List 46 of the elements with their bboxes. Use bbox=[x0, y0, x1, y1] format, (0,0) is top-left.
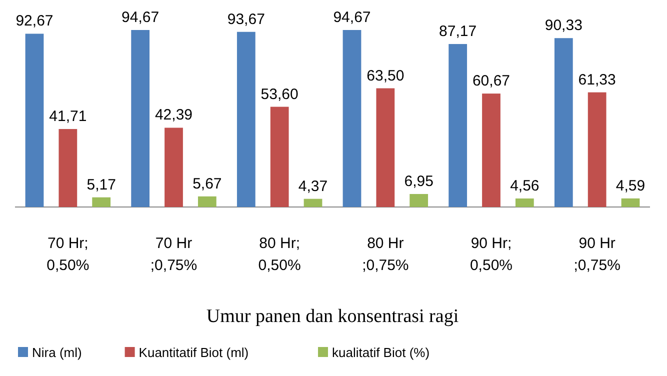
x-tick-label: 90 Hr; 0,50% bbox=[470, 235, 513, 274]
data-label: 4,59 bbox=[616, 177, 646, 194]
legend-label: Nira (ml) bbox=[32, 345, 82, 360]
bar bbox=[25, 34, 44, 207]
legend-label: Kuantitatif Biot (ml) bbox=[138, 345, 249, 360]
bar bbox=[588, 92, 606, 207]
bar bbox=[482, 94, 500, 207]
data-label: 53,60 bbox=[260, 86, 298, 103]
x-tick-label: 70 Hr ;0,75% bbox=[150, 235, 198, 274]
bar bbox=[304, 198, 322, 207]
data-label: 93,67 bbox=[227, 10, 265, 28]
bar bbox=[236, 32, 256, 207]
bar bbox=[410, 194, 428, 207]
data-label: 60,67 bbox=[472, 72, 510, 90]
data-label: 41,71 bbox=[49, 108, 87, 126]
data-label: 63,50 bbox=[366, 67, 404, 84]
data-label: 94,67 bbox=[122, 9, 160, 26]
bar bbox=[58, 129, 78, 207]
data-label: 4,56 bbox=[510, 177, 540, 194]
data-label: 94,67 bbox=[333, 9, 371, 26]
bar bbox=[92, 197, 111, 207]
bar bbox=[621, 198, 640, 207]
legend-label: kualitatif Biot (%) bbox=[332, 345, 430, 360]
x-tick-label: 80 Hr; 0,50% bbox=[258, 235, 301, 274]
data-label: 61,33 bbox=[578, 71, 616, 88]
x-tick-label: 90 Hr ;0,75% bbox=[574, 235, 620, 274]
data-label: 42,39 bbox=[154, 106, 193, 124]
bar bbox=[342, 30, 362, 207]
bar bbox=[554, 38, 573, 207]
data-label: 4,37 bbox=[298, 178, 328, 195]
x-axis-title: Umur panen dan konsentrasi ragi bbox=[206, 306, 459, 327]
bar bbox=[515, 198, 534, 207]
data-label: 5,67 bbox=[192, 175, 222, 192]
x-tick-label: 70 Hr; 0,50% bbox=[46, 235, 90, 274]
data-label: 5,17 bbox=[86, 176, 116, 194]
data-label: 90,33 bbox=[544, 17, 582, 34]
data-label: 87,17 bbox=[439, 23, 477, 40]
bar bbox=[448, 44, 468, 207]
x-tick-label: 80 Hr ;0,75% bbox=[362, 235, 409, 274]
data-label: 92,67 bbox=[16, 12, 54, 30]
bar bbox=[270, 106, 289, 207]
bar bbox=[164, 128, 183, 207]
bar bbox=[131, 30, 150, 207]
data-label: 6,95 bbox=[404, 173, 434, 190]
bar bbox=[376, 88, 395, 207]
bar bbox=[198, 196, 216, 207]
